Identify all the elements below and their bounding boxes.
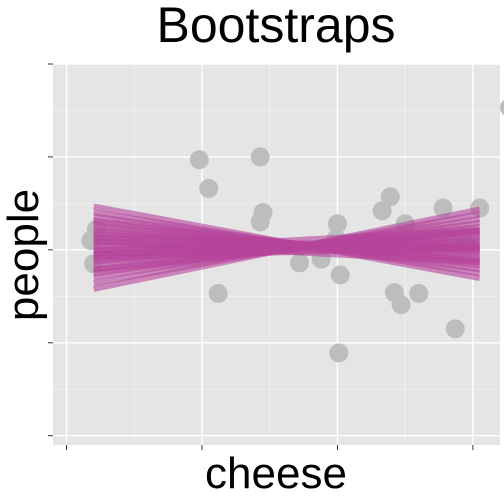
data-point [290,253,309,272]
data-point [199,179,218,198]
data-point [328,214,347,233]
y-axis-title: people [0,189,48,321]
data-point [409,284,428,303]
data-point [251,147,270,166]
data-point [251,212,270,231]
data-point [190,150,209,169]
data-point [392,295,411,314]
data-point [331,265,350,284]
data-point [381,187,400,206]
data-point [329,344,348,363]
data-point [209,284,228,303]
data-point [500,98,504,117]
x-axis-title: cheese [205,449,347,498]
chart-title: Bootstraps [156,0,395,53]
data-point [446,319,465,338]
